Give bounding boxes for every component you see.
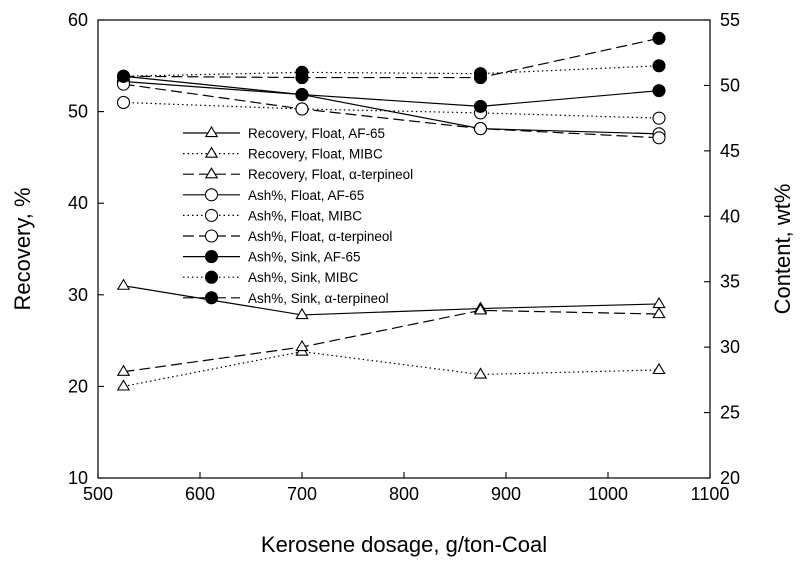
legend-entry: Ash%, Sink, AF-65 — [183, 250, 361, 265]
y-left-tick-label: 50 — [68, 102, 88, 122]
legend-label: Ash%, Float, MIBC — [248, 208, 362, 223]
legend-marker — [204, 291, 219, 305]
legend-label: Recovery, Float, MIBC — [248, 147, 383, 162]
data-point — [116, 379, 131, 391]
legend-marker — [204, 167, 219, 179]
legend-entry: Recovery, Float, AF-65 — [183, 125, 385, 141]
data-point — [295, 307, 309, 320]
legend-label: Ash%, Sink, α-terpineol — [248, 291, 389, 306]
series-line — [123, 101, 660, 119]
data-point — [295, 71, 309, 85]
data-point — [116, 69, 131, 83]
plot-frame — [97, 19, 711, 479]
legend-marker — [204, 208, 219, 222]
x-tick-label: 900 — [491, 484, 521, 504]
data-point — [116, 364, 131, 376]
data-point — [652, 59, 666, 73]
legend-entry: Ash%, Float, MIBC — [183, 208, 362, 223]
legend-marker — [204, 188, 219, 202]
y-right-tick-label: 45 — [720, 141, 740, 161]
data-point — [473, 122, 488, 136]
legend-label: Ash%, Sink, MIBC — [248, 270, 359, 285]
data-point — [473, 71, 488, 85]
x-axis-title: Kerosene dosage, g/ton-Coal — [261, 532, 547, 557]
data-point — [473, 367, 488, 379]
x-tick-label: 600 — [185, 484, 215, 504]
data-point — [652, 306, 666, 319]
y-left-tick-label: 30 — [68, 285, 88, 305]
data-point — [295, 102, 309, 116]
legend-marker — [204, 125, 219, 138]
legend-entry: Recovery, Float, MIBC — [183, 146, 383, 162]
data-point — [295, 88, 309, 102]
series-line — [123, 309, 660, 373]
series-line — [123, 83, 660, 139]
y-right-tick-label: 30 — [720, 337, 740, 357]
y-right-tick-label: 25 — [720, 403, 740, 423]
legend-marker — [204, 250, 219, 264]
ticks: 500 600 700 800 900 1000 1100 10 20 30 40 50 60 20 25 3… — [68, 10, 740, 504]
x-tick-label: 1100 — [691, 484, 730, 504]
data-point — [116, 95, 131, 109]
series-4 — [116, 74, 666, 141]
series-layer — [116, 31, 666, 391]
y-right-tick-label: 40 — [720, 206, 740, 226]
y-right-tick-label: 20 — [720, 468, 740, 488]
legend: Recovery, Float, AF-65 Recovery, Float, M… — [183, 125, 413, 306]
legend-entry: Ash%, Sink, MIBC — [183, 270, 359, 285]
legend-entry: Recovery, Float, α-terpineol — [183, 167, 413, 182]
series-line — [123, 75, 660, 107]
data-point — [652, 84, 666, 98]
series-9 — [116, 31, 666, 85]
y-right-tick-label: 50 — [720, 75, 740, 95]
y-left-tick-label: 60 — [68, 10, 88, 30]
legend-label: Ash%, Sink, AF-65 — [248, 250, 361, 265]
x-tick-label: 1000 — [588, 484, 628, 504]
legend-label: Recovery, Float, AF-65 — [248, 126, 385, 141]
x-tick-label: 700 — [287, 484, 317, 504]
x-tick-label: 500 — [83, 484, 113, 504]
data-point — [652, 111, 666, 125]
series-8 — [116, 59, 666, 83]
data-point — [473, 303, 488, 315]
y-right-tick-label: 35 — [720, 272, 740, 292]
series-2 — [116, 344, 666, 391]
data-point — [295, 339, 309, 352]
data-point — [652, 296, 666, 309]
legend-marker — [204, 229, 219, 243]
series-3 — [116, 303, 666, 376]
legend-entry: Ash%, Sink, α-terpineol — [183, 291, 389, 306]
y-left-tick-label: 40 — [68, 193, 88, 213]
legend-entry: Ash%, Float, α-terpineol — [183, 229, 392, 244]
data-point — [652, 31, 666, 45]
data-point — [116, 278, 131, 290]
y-right-tick-label: 55 — [720, 10, 740, 30]
legend-entry: Ash%, Float, AF-65 — [183, 188, 364, 203]
series-line — [123, 285, 660, 316]
x-tick-label: 800 — [389, 484, 419, 504]
series-line — [123, 80, 660, 135]
legend-label: Recovery, Float, α-terpineol — [248, 167, 413, 182]
legend-marker — [204, 146, 219, 158]
series-line — [123, 37, 660, 79]
legend-label: Ash%, Float, AF-65 — [248, 188, 364, 203]
data-point — [652, 131, 666, 145]
series-7 — [116, 69, 666, 113]
series-line — [123, 65, 660, 77]
legend-label: Ash%, Float, α-terpineol — [248, 229, 392, 244]
y-left-tick-label: 10 — [68, 468, 88, 488]
legend-marker — [204, 270, 219, 284]
y-axis-left-title: Recovery, % — [10, 187, 35, 310]
y-left-tick-label: 20 — [68, 376, 88, 396]
series-6 — [116, 77, 666, 145]
data-point — [652, 362, 666, 375]
series-line — [123, 350, 660, 387]
y-axis-right-title: Content, wt% — [770, 184, 795, 315]
data-point — [473, 99, 488, 113]
